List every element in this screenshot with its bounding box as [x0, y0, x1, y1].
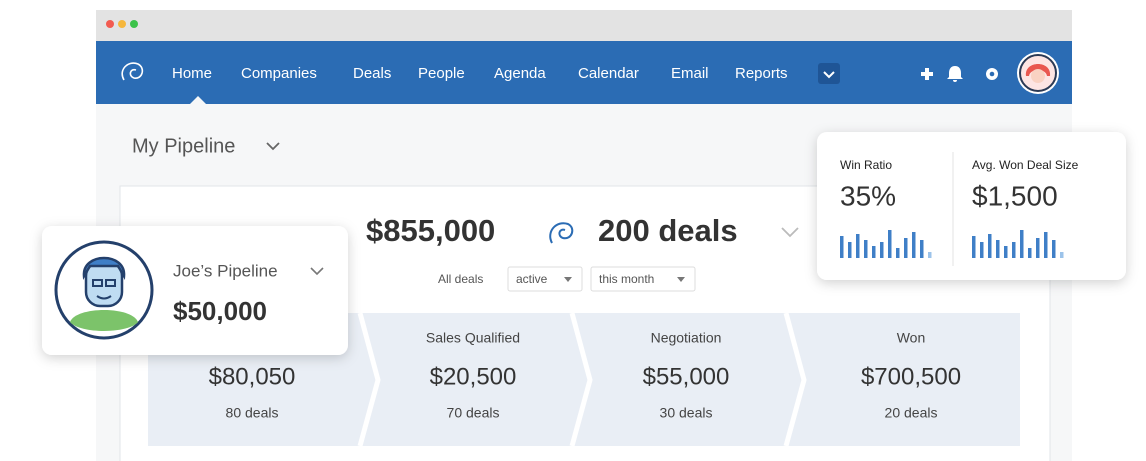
pipeline-logo	[549, 222, 574, 244]
nav-item[interactable]: Email	[671, 65, 709, 82]
sparkline-bar	[920, 240, 924, 258]
stage-deals: 70 deals	[447, 405, 500, 421]
pipeline-title[interactable]: My Pipeline	[132, 135, 235, 157]
sparkline-bar	[1012, 242, 1016, 258]
nav: Home Companies Deals People Agenda Calendar Em…	[172, 65, 788, 82]
filter-box[interactable]	[507, 266, 583, 292]
stage-value: $20,500	[430, 363, 517, 390]
pipeline-total: $855,000	[366, 213, 495, 248]
sparkline-bar	[840, 236, 844, 258]
stat-value: $1,500	[972, 180, 1058, 211]
deals-chevron[interactable]	[781, 227, 799, 238]
sparkline-bar	[1020, 230, 1024, 258]
bell-icon[interactable]	[947, 66, 963, 82]
more-chevron	[823, 71, 835, 79]
sparkline-bar	[1052, 240, 1056, 258]
sparkline-bar	[980, 242, 984, 258]
nav-item[interactable]: People	[418, 65, 465, 82]
sparkline-bar	[996, 240, 1000, 258]
sparkline-bar	[1028, 248, 1032, 258]
joe-card-title: Joe’s Pipeline	[173, 261, 278, 280]
stat-label: Win Ratio	[840, 158, 892, 172]
filter-caret	[677, 277, 685, 282]
min-dot[interactable]	[118, 20, 126, 28]
filter-value[interactable]: this month	[599, 272, 654, 286]
sparkline-bar	[988, 234, 992, 258]
nav-item[interactable]: Calendar	[578, 65, 639, 82]
joe-card-value: $50,000	[173, 296, 267, 326]
stage-dividers	[357, 312, 807, 447]
sparkline-bar	[1036, 238, 1040, 258]
sparkline-bar	[864, 240, 868, 258]
sparkline-bar	[880, 242, 884, 258]
stats: Win Ratio 35% Avg. Won Deal Size $1,500	[840, 158, 1079, 258]
filter-box[interactable]	[590, 266, 696, 292]
stat-label: Avg. Won Deal Size	[972, 158, 1079, 172]
stage-name: Sales Qualified	[426, 330, 520, 346]
pipeline-chevron[interactable]	[266, 142, 280, 151]
settings-icon-hole	[989, 71, 995, 77]
sparkline-bar	[896, 248, 900, 258]
sparkline-bar	[856, 234, 860, 258]
close-dot[interactable]	[106, 20, 114, 28]
filter-caret	[564, 277, 572, 282]
nav-item[interactable]: Companies	[241, 65, 317, 82]
nav-bar	[96, 41, 1072, 104]
nav-item[interactable]: Deals	[353, 65, 391, 82]
stage-name: Won	[897, 330, 926, 346]
max-dot[interactable]	[130, 20, 138, 28]
stage-deals: 80 deals	[226, 405, 279, 421]
nav-item[interactable]: Agenda	[494, 65, 546, 82]
nav-item[interactable]: Home	[172, 65, 212, 82]
add-icon[interactable]	[921, 68, 933, 80]
active-indicator	[190, 96, 206, 104]
sparkline-bar	[972, 236, 976, 258]
sparkline-bar	[1004, 246, 1008, 258]
sparkline-bar	[848, 242, 852, 258]
stats-card	[817, 132, 1126, 280]
stage-value: $700,500	[861, 363, 961, 390]
sparkline-bar	[872, 246, 876, 258]
joe-avatar	[54, 240, 154, 340]
sparkline-bar	[912, 232, 916, 258]
filter-label: All deals	[438, 272, 483, 286]
user-avatar[interactable]	[1017, 52, 1059, 94]
stage-name: Negotiation	[651, 330, 722, 346]
sparkline-bar	[1044, 232, 1048, 258]
pipeline-deals: 200 deals	[598, 213, 738, 248]
stage-value: $80,050	[209, 363, 296, 390]
title-bar	[96, 10, 1072, 41]
more-button[interactable]	[818, 63, 840, 84]
stage-deals: 20 deals	[885, 405, 938, 421]
stage-deals: 30 deals	[660, 405, 713, 421]
stat-value: 35%	[840, 180, 896, 211]
sparkline-bar	[1060, 252, 1064, 258]
sparkline-bar	[904, 238, 908, 258]
filter-value[interactable]: active	[516, 272, 548, 286]
stages: $80,050 80 deals Sales Qualified $20,500 70 …	[209, 330, 961, 421]
nav-item[interactable]: Reports	[735, 65, 788, 82]
sparkline-bar	[928, 252, 932, 258]
joe-chevron[interactable]	[310, 267, 324, 276]
logo[interactable]	[121, 62, 144, 81]
stage-value: $55,000	[643, 363, 730, 390]
sparkline-bar	[888, 230, 892, 258]
